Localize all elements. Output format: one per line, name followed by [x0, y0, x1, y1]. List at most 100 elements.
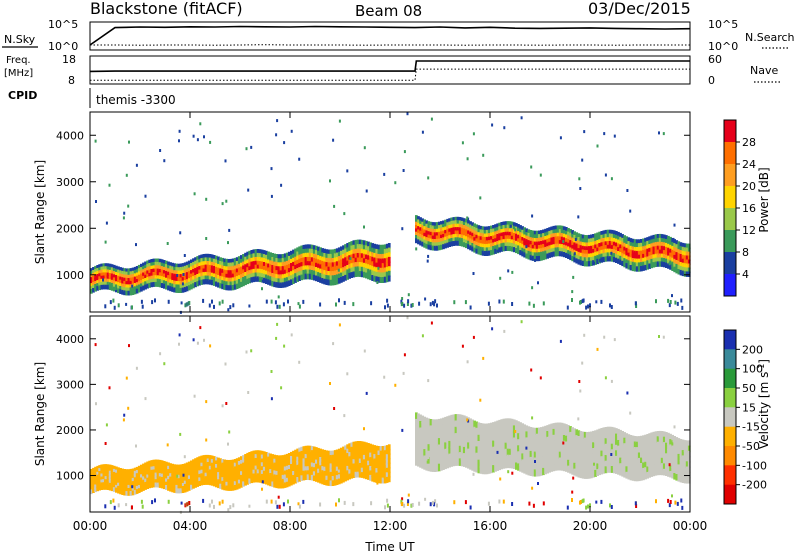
heatmap-cell [287, 477, 291, 483]
heatmap-speck [280, 386, 283, 390]
heatmap-cell [577, 436, 581, 443]
heatmap-cell [550, 248, 554, 254]
heatmap-cell [171, 266, 174, 272]
heatmap-cell [417, 222, 420, 228]
heatmap-cell [533, 427, 537, 435]
heatmap-cell [183, 287, 187, 293]
heatmap-cell [108, 266, 112, 272]
heatmap-cell [479, 466, 483, 474]
heatmap-cell [167, 469, 170, 474]
heatmap-speck [221, 202, 224, 206]
noise-left-tick-bottom: 10^0 [48, 40, 78, 53]
heatmap-cell [627, 456, 631, 463]
heatmap-cell [519, 428, 522, 436]
heatmap-cell [512, 247, 516, 253]
heatmap-cell [369, 246, 372, 253]
heatmap-cell [656, 245, 660, 252]
heatmap-cell [544, 239, 547, 245]
heatmap-cell [444, 219, 447, 225]
heatmap-clutter [278, 504, 281, 509]
heatmap-speck [228, 228, 231, 232]
heatmap-cell [265, 266, 268, 273]
heatmap-cell [498, 236, 501, 242]
heatmap-cell [152, 272, 156, 277]
heatmap-cell [615, 238, 618, 244]
heatmap-cell [331, 262, 335, 269]
heatmap-cell [383, 267, 387, 274]
heatmap-cell [194, 271, 197, 277]
heatmap-cell [669, 236, 672, 243]
heatmap-cell [562, 429, 566, 437]
heatmap-cell [300, 471, 304, 477]
heatmap-cell [152, 466, 156, 472]
heatmap-cell [683, 247, 687, 253]
heatmap-cell [629, 253, 633, 259]
heatmap-cell [202, 458, 206, 464]
heatmap-cell [521, 226, 524, 232]
colorbar-tick-label: -200 [742, 479, 767, 492]
heatmap-cell [608, 241, 612, 247]
heatmap-cell [640, 446, 643, 454]
heatmap-cell [256, 276, 260, 282]
heatmap-cell [144, 462, 147, 468]
heatmap-cell [554, 240, 558, 246]
heatmap-speck [337, 268, 340, 272]
heatmap-cell [552, 464, 556, 472]
heatmap-cell [310, 274, 314, 280]
heatmap-cell [485, 236, 489, 242]
heatmap-cell [648, 247, 651, 254]
heatmap-cell [169, 463, 172, 469]
heatmap-cell [331, 258, 335, 264]
heatmap-cell [377, 244, 381, 251]
heatmap-cell [200, 466, 204, 472]
heatmap-cell [650, 243, 654, 249]
heatmap-cell [542, 438, 545, 446]
heatmap-cell [350, 263, 354, 270]
heatmap-cell [598, 451, 601, 459]
heatmap-cell [662, 261, 666, 268]
heatmap-cell [458, 217, 462, 222]
heatmap-cell [198, 466, 201, 472]
heatmap-speck [406, 316, 409, 320]
heatmap-cell [212, 466, 216, 472]
heatmap-cell [512, 437, 516, 445]
heatmap-cell [181, 266, 185, 272]
heatmap-speck [261, 287, 263, 291]
heatmap-cell [202, 268, 206, 274]
heatmap-cell [298, 246, 301, 252]
heatmap-cell [133, 483, 137, 489]
heatmap-cell [183, 463, 187, 469]
heatmap-cell [385, 276, 389, 283]
heatmap-cell [269, 469, 272, 475]
heatmap-cell [121, 471, 124, 477]
heatmap-cell [481, 226, 485, 232]
heatmap-cell [215, 274, 218, 280]
heatmap-cell [254, 461, 258, 468]
heatmap-cell [427, 418, 431, 426]
heatmap-cell [148, 263, 151, 268]
heatmap-speck [424, 497, 427, 501]
heatmap-cell [504, 448, 508, 457]
heatmap-cell [640, 246, 643, 253]
heatmap-cell [492, 239, 495, 245]
heatmap-cell [417, 239, 420, 245]
heatmap-cell [671, 450, 674, 458]
heatmap-cell [425, 237, 429, 242]
heatmap-cell [237, 275, 241, 281]
heatmap-cell [146, 277, 149, 282]
heatmap-cell [242, 254, 245, 260]
heatmap-cell [100, 464, 104, 470]
heatmap-cell [458, 433, 462, 441]
heatmap-cell [460, 452, 464, 460]
heatmap-cell [352, 271, 356, 278]
heatmap-cell [235, 261, 239, 267]
heatmap-cell [177, 474, 181, 480]
heatmap-cell [623, 235, 626, 241]
heatmap-cell [554, 440, 558, 448]
heatmap-cell [425, 240, 429, 246]
heatmap-cell [571, 450, 574, 458]
heatmap-cell [125, 281, 129, 286]
heatmap-cell [306, 256, 310, 263]
heatmap-cell [458, 237, 462, 243]
heatmap-cell [565, 241, 568, 247]
